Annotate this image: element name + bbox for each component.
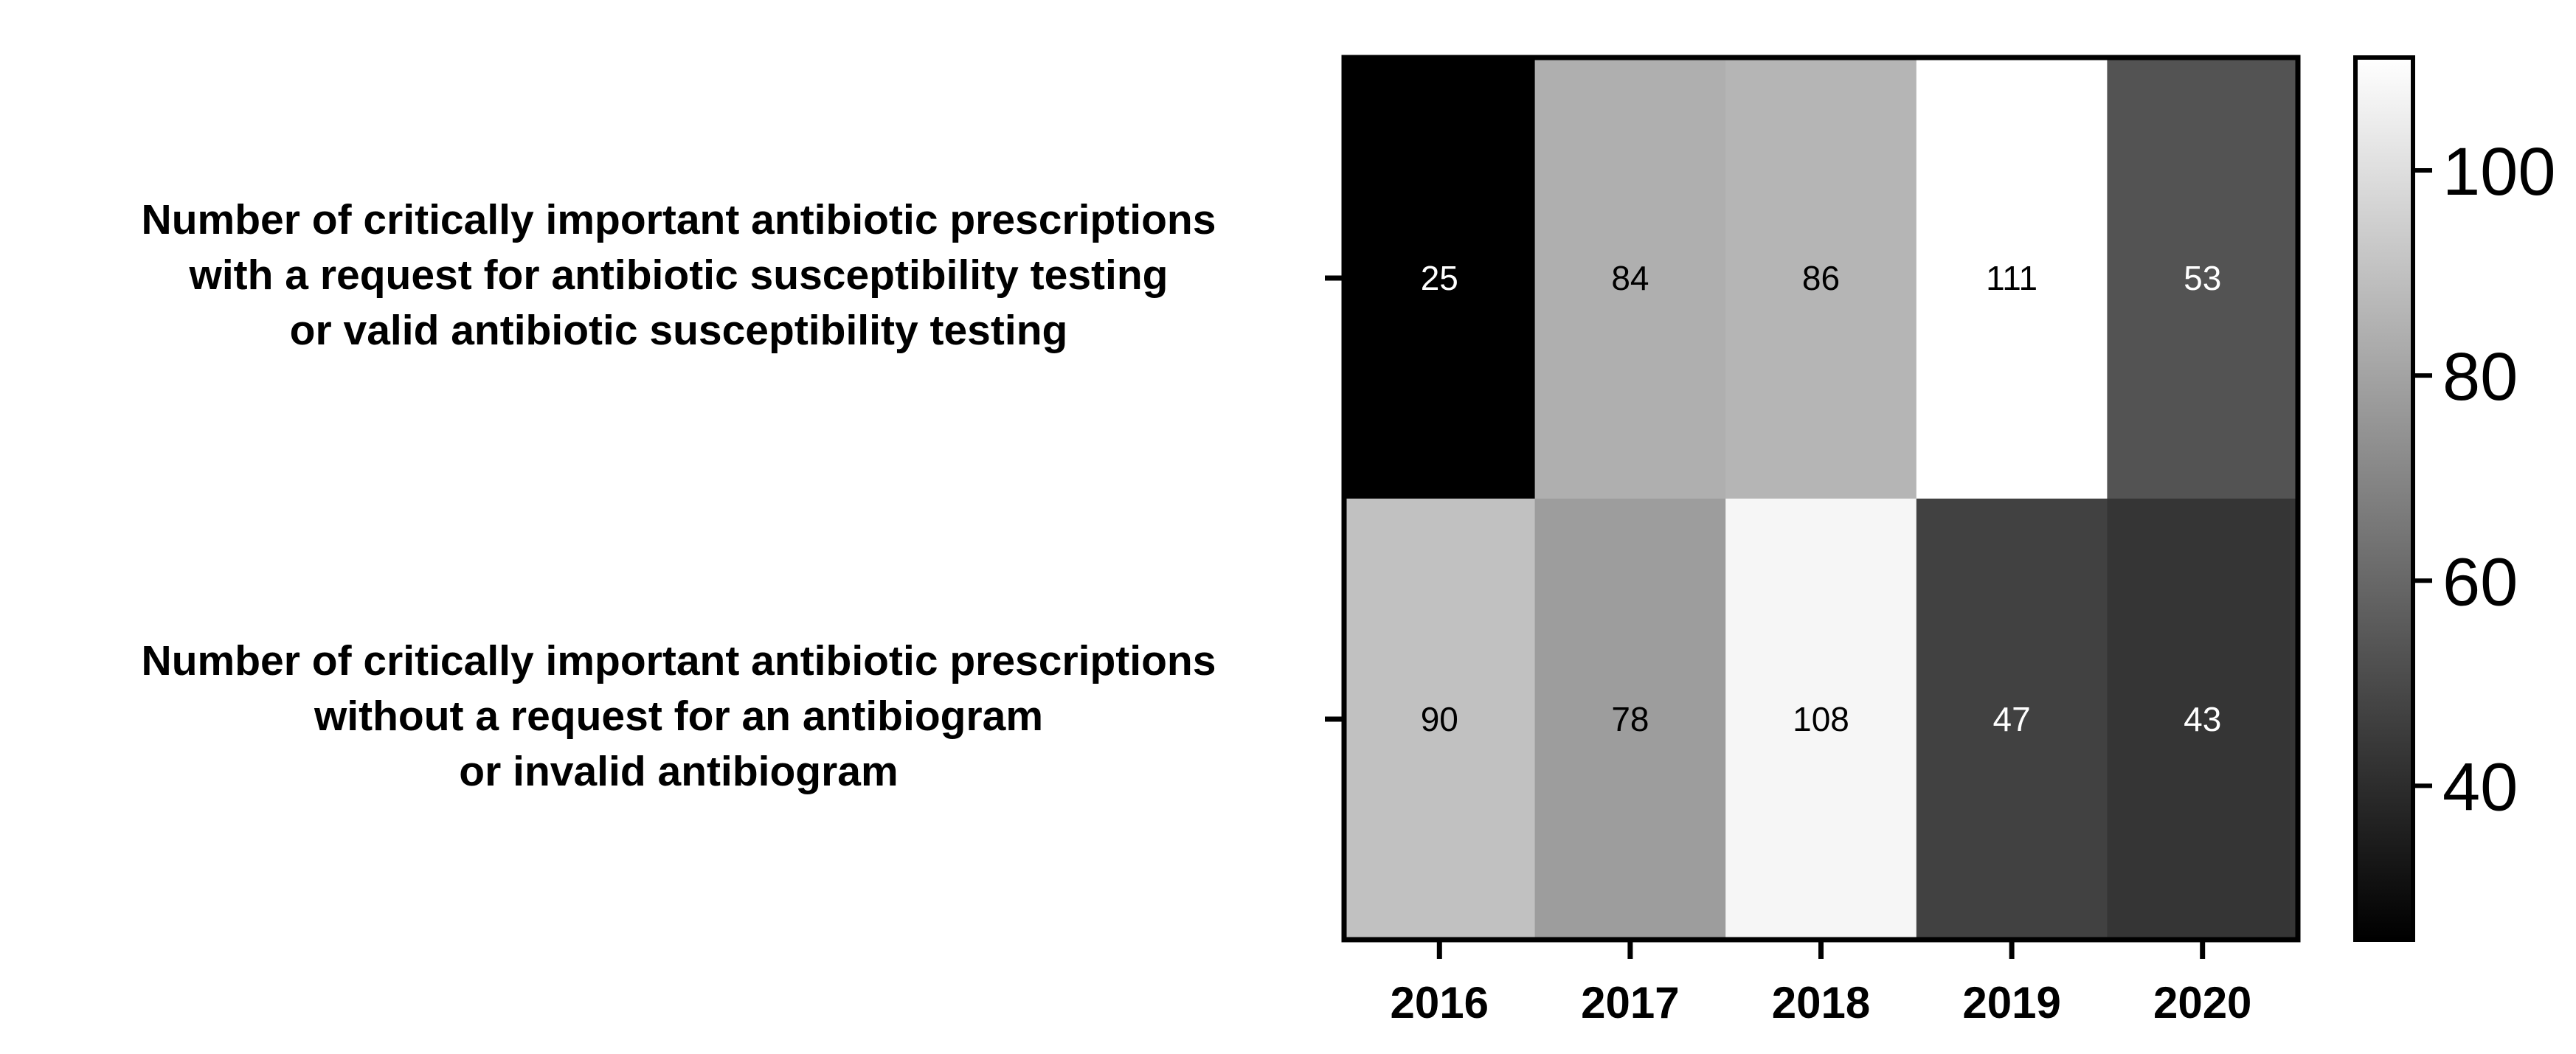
color-scale-tick-label: 100 — [2442, 134, 2556, 209]
color-scale-tick-label: 80 — [2442, 339, 2518, 415]
x-tick-label: 2016 — [1391, 978, 1489, 1027]
color-scale-tick-labels: 40 60 80 100 — [2442, 134, 2556, 825]
cell-value-label: 53 — [2184, 259, 2221, 297]
color-scale-tick-label: 60 — [2442, 544, 2518, 620]
heatmap-cell — [1534, 499, 1726, 940]
x-axis-ticks — [1436, 940, 2206, 959]
color-scale-tick-label: 40 — [2442, 749, 2518, 825]
heatmap-cell — [1534, 58, 1726, 499]
heatmap-cell — [2107, 58, 2299, 499]
cell-value-label: 108 — [1793, 700, 1849, 738]
x-tick-label: 2017 — [1581, 978, 1679, 1027]
heatmap-cell — [1344, 58, 1536, 499]
cell-value-label: 84 — [1611, 259, 1649, 297]
color-scale-bar — [2353, 55, 2415, 942]
cell-value-label: 90 — [1421, 700, 1458, 738]
row-label: Number of critically important antibioti… — [142, 637, 1216, 795]
heatmap-cell — [1916, 58, 2108, 499]
cell-value-label: 111 — [1986, 259, 2037, 297]
cell-value-label: 86 — [1802, 259, 1840, 297]
heatmap-cell — [1344, 499, 1536, 940]
heatmap-cell — [1916, 499, 2108, 940]
heatmap-cell — [2107, 499, 2299, 940]
color-scale-ticks — [2413, 167, 2432, 788]
cell-value-label: 78 — [1611, 700, 1649, 738]
x-axis-tick-labels: 2016 2017 2018 2019 2020 — [1391, 978, 2252, 1027]
cell-value-label: 47 — [1993, 700, 2031, 738]
heatmap-cell — [1725, 499, 1917, 940]
heatmap-cell — [1725, 58, 1917, 499]
row-label: Number of critically important antibioti… — [142, 196, 1216, 354]
y-axis-ticks — [1325, 275, 1344, 722]
cell-value-labels: 25 84 86 111 53 90 78 108 47 43 — [1421, 259, 2222, 738]
x-tick-label: 2020 — [2153, 978, 2251, 1027]
cell-value-label: 25 — [1421, 259, 1458, 297]
x-tick-label: 2018 — [1772, 978, 1870, 1027]
cell-value-label: 43 — [2184, 700, 2221, 738]
x-tick-label: 2019 — [1962, 978, 2060, 1027]
row-labels: Number of critically important antibioti… — [142, 196, 1216, 795]
heatmap-cells — [1344, 58, 2299, 940]
